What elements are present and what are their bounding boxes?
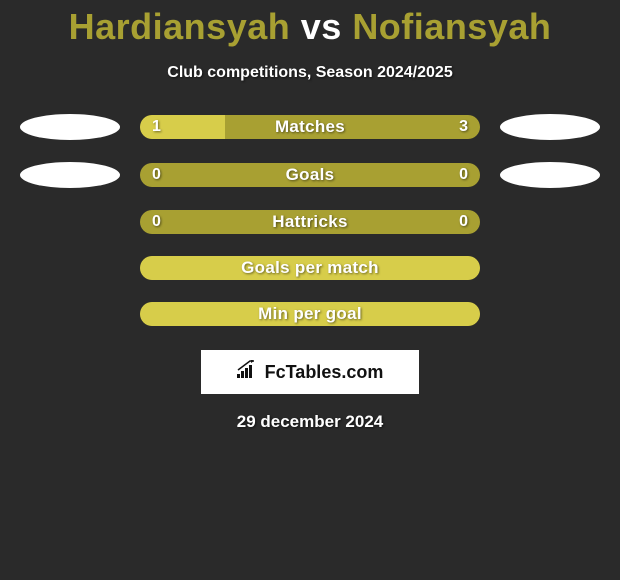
comparison-title: Hardiansyah vs Nofiansyah (0, 0, 620, 48)
title-vs: vs (301, 6, 342, 47)
player-marker-right (500, 162, 600, 188)
stat-bar: Matches1 3 (140, 115, 480, 139)
stat-value-left: 0 (152, 210, 161, 234)
stat-label: Min per goal (140, 302, 480, 326)
date-line: 29 december 2024 (0, 412, 620, 432)
stat-row: Hattricks0 0 (0, 210, 620, 234)
subtitle: Club competitions, Season 2024/2025 (0, 64, 620, 82)
stat-value-left: 0 (152, 163, 161, 187)
stat-value-right: 3 (459, 115, 468, 139)
player-marker-left (20, 114, 120, 140)
stat-label: Goals (140, 163, 480, 187)
player-marker-right (500, 114, 600, 140)
stat-label: Matches (140, 115, 480, 139)
stat-value-right: 0 (459, 163, 468, 187)
stat-bar: Min per goal (140, 302, 480, 326)
logo-box: FcTables.com (201, 350, 419, 394)
title-player-right: Nofiansyah (352, 6, 551, 47)
stat-bar: Goals0 0 (140, 163, 480, 187)
stat-row: Goals per match (0, 256, 620, 280)
stat-bar: Hattricks0 0 (140, 210, 480, 234)
stat-label: Goals per match (140, 256, 480, 280)
stat-bar: Goals per match (140, 256, 480, 280)
chart-icon (237, 360, 259, 385)
logo: FcTables.com (237, 360, 384, 385)
stat-label: Hattricks (140, 210, 480, 234)
logo-text: FcTables.com (265, 362, 384, 383)
stat-row: Matches1 3 (0, 114, 620, 140)
player-marker-left (20, 162, 120, 188)
stat-value-right: 0 (459, 210, 468, 234)
stat-value-left: 1 (152, 115, 161, 139)
stat-row: Min per goal (0, 302, 620, 326)
stat-row: Goals0 0 (0, 162, 620, 188)
stats-rows: Matches13Goals00Hattricks00Goals per mat… (0, 114, 620, 326)
title-player-left: Hardiansyah (69, 6, 291, 47)
